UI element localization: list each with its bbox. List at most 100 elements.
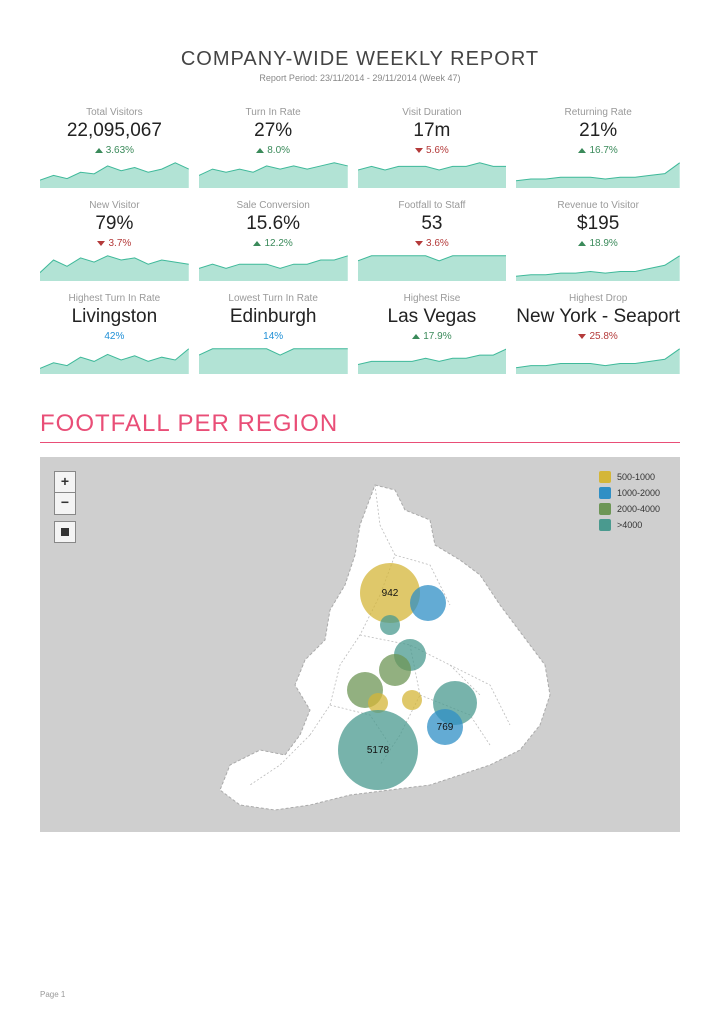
- map-bubble[interactable]: [379, 654, 411, 686]
- legend-label: 500-1000: [617, 472, 655, 482]
- kpi-label: Highest Rise: [358, 293, 507, 304]
- trend-arrow-icon: [415, 241, 423, 246]
- kpi-delta: 17.9%: [358, 331, 507, 342]
- trend-arrow-icon: [256, 148, 264, 153]
- kpi-delta-text: 3.7%: [108, 238, 131, 249]
- kpi-label: Footfall to Staff: [358, 200, 507, 211]
- trend-arrow-icon: [253, 241, 261, 246]
- zoom-reset-button[interactable]: [54, 521, 76, 543]
- kpi-value: 79%: [40, 213, 189, 235]
- kpi-delta: 3.63%: [40, 145, 189, 156]
- map-bubble[interactable]: [402, 690, 422, 710]
- legend-row: 2000-4000: [599, 503, 660, 515]
- kpi-value: New York - Seaport: [516, 306, 680, 328]
- kpi-label: Returning Rate: [516, 107, 680, 118]
- kpi-card: Total Visitors 22,095,067 3.63%: [40, 107, 189, 188]
- trend-arrow-icon: [97, 241, 105, 246]
- trend-arrow-icon: [95, 148, 103, 153]
- kpi-card: Footfall to Staff 53 3.6%: [358, 200, 507, 281]
- kpi-delta-text: 14%: [263, 331, 283, 342]
- legend-swatch: [599, 503, 611, 515]
- legend-row: 1000-2000: [599, 487, 660, 499]
- kpi-grid: Total Visitors 22,095,067 3.63% Turn In Rat…: [40, 107, 680, 374]
- trend-arrow-icon: [415, 148, 423, 153]
- kpi-label: Turn In Rate: [199, 107, 348, 118]
- kpi-delta-text: 3.6%: [426, 238, 449, 249]
- kpi-delta: 16.7%: [516, 145, 680, 156]
- legend-swatch: [599, 471, 611, 483]
- map-bubble[interactable]: [410, 585, 446, 621]
- map-bubble-label: 769: [437, 722, 454, 733]
- kpi-card: New Visitor 79% 3.7%: [40, 200, 189, 281]
- map-bubble[interactable]: [380, 615, 400, 635]
- page-title: COMPANY-WIDE WEEKLY REPORT: [40, 48, 680, 71]
- kpi-delta: 3.7%: [40, 238, 189, 249]
- report-page: COMPANY-WIDE WEEKLY REPORT Report Period…: [0, 0, 720, 852]
- report-header: COMPANY-WIDE WEEKLY REPORT Report Period…: [40, 48, 680, 83]
- trend-arrow-icon: [578, 148, 586, 153]
- kpi-value: 21%: [516, 120, 680, 142]
- kpi-card: Returning Rate 21% 16.7%: [516, 107, 680, 188]
- kpi-value: 17m: [358, 120, 507, 142]
- kpi-label: Revenue to Visitor: [516, 200, 680, 211]
- kpi-card: Turn In Rate 27% 8.0%: [199, 107, 348, 188]
- kpi-delta-text: 17.9%: [423, 331, 451, 342]
- kpi-value: 22,095,067: [40, 120, 189, 142]
- kpi-delta-text: 12.2%: [264, 238, 292, 249]
- kpi-card: Highest RiseLas Vegas17.9%: [358, 293, 507, 374]
- map-svg: 942 769 5178: [180, 465, 610, 825]
- legend-label: 2000-4000: [617, 504, 660, 514]
- kpi-label: Lowest Turn In Rate: [199, 293, 348, 304]
- kpi-delta: 12.2%: [199, 238, 348, 249]
- legend-row: 500-1000: [599, 471, 660, 483]
- kpi-delta: 42%: [40, 331, 189, 342]
- kpi-delta: 5.6%: [358, 145, 507, 156]
- zoom-in-button[interactable]: +: [54, 471, 76, 493]
- legend-label: >4000: [617, 520, 642, 530]
- kpi-delta: 18.9%: [516, 238, 680, 249]
- kpi-delta-text: 5.6%: [426, 145, 449, 156]
- kpi-delta-text: 42%: [104, 331, 124, 342]
- kpi-value: 27%: [199, 120, 348, 142]
- kpi-label: Highest Drop: [516, 293, 680, 304]
- map-bubble-label: 5178: [367, 745, 390, 756]
- page-subtitle: Report Period: 23/11/2014 - 29/11/2014 (…: [40, 73, 680, 83]
- kpi-label: Visit Duration: [358, 107, 507, 118]
- zoom-out-button[interactable]: −: [54, 493, 76, 515]
- kpi-delta: 8.0%: [199, 145, 348, 156]
- map-legend: 500-1000 1000-2000 2000-4000 >4000: [599, 471, 660, 535]
- footfall-map[interactable]: 942 769 5178 + − 500-1000 1000-2000 2000-400…: [40, 457, 680, 832]
- kpi-label: Sale Conversion: [199, 200, 348, 211]
- kpi-value: 15.6%: [199, 213, 348, 235]
- kpi-card: Sale Conversion 15.6% 12.2%: [199, 200, 348, 281]
- kpi-delta: 25.8%: [516, 331, 680, 342]
- trend-arrow-icon: [578, 241, 586, 246]
- legend-swatch: [599, 519, 611, 531]
- legend-swatch: [599, 487, 611, 499]
- kpi-label: New Visitor: [40, 200, 189, 211]
- map-zoom-controls: + −: [54, 471, 76, 543]
- kpi-delta-text: 8.0%: [267, 145, 290, 156]
- kpi-card: Highest Drop New York - Seaport 25.8%: [516, 293, 680, 374]
- kpi-delta: 14%: [199, 331, 348, 342]
- kpi-card: Revenue to Visitor $195 18.9%: [516, 200, 680, 281]
- trend-arrow-icon: [412, 334, 420, 339]
- kpi-delta-text: 16.7%: [589, 145, 617, 156]
- kpi-value: Edinburgh: [199, 306, 348, 328]
- kpi-card: Highest Turn In Rate Livingston 42%: [40, 293, 189, 374]
- legend-row: >4000: [599, 519, 660, 531]
- legend-label: 1000-2000: [617, 488, 660, 498]
- map-bubble-label: 942: [382, 588, 399, 599]
- section-title-footfall: FOOTFALL PER REGION: [40, 410, 680, 443]
- kpi-label: Highest Turn In Rate: [40, 293, 189, 304]
- kpi-label: Total Visitors: [40, 107, 189, 118]
- kpi-delta-text: 18.9%: [589, 238, 617, 249]
- kpi-value: Livingston: [40, 306, 189, 328]
- trend-arrow-icon: [578, 334, 586, 339]
- kpi-card: Visit Duration 17m 5.6%: [358, 107, 507, 188]
- kpi-delta-text: 3.63%: [106, 145, 134, 156]
- kpi-value: 53: [358, 213, 507, 235]
- kpi-value: $195: [516, 213, 680, 235]
- page-number: Page 1: [40, 990, 65, 999]
- kpi-card: Lowest Turn In Rate Edinburgh 14%: [199, 293, 348, 374]
